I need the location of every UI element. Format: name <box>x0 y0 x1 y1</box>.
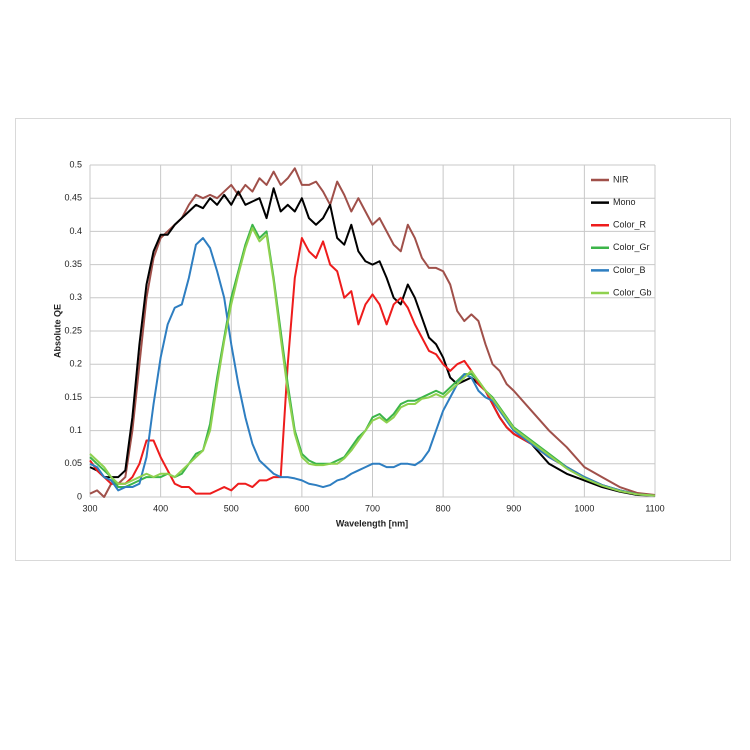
y-tick-label: 0.15 <box>64 392 82 402</box>
y-tick-label: 0.35 <box>64 259 82 269</box>
x-tick-label: 400 <box>153 503 168 513</box>
legend-label: Color_B <box>613 265 646 275</box>
x-tick-label: 1000 <box>574 503 594 513</box>
x-tick-label: 600 <box>294 503 309 513</box>
legend-label: Color_Gr <box>613 242 650 252</box>
y-tick-label: 0.25 <box>64 325 82 335</box>
x-tick-label: 300 <box>82 503 97 513</box>
series-line <box>89 237 656 497</box>
legend-label: Color_R <box>613 220 647 230</box>
y-tick-label: 0 <box>77 491 82 501</box>
x-tick-label: 900 <box>506 503 521 513</box>
legend-label: Mono <box>613 197 636 207</box>
legend-label: NIR <box>613 174 629 184</box>
y-tick-label: 0.1 <box>69 425 82 435</box>
x-tick-label: 700 <box>365 503 380 513</box>
y-tick-label: 0.2 <box>69 359 82 369</box>
y-tick-label: 0.4 <box>69 226 82 236</box>
x-tick-label: 800 <box>436 503 451 513</box>
y-tick-label: 0.45 <box>64 193 82 203</box>
legend-label: Color_Gb <box>613 287 652 297</box>
x-tick-label: 1100 <box>645 503 664 513</box>
series-line <box>89 227 656 497</box>
y-tick-label: 0.05 <box>64 458 82 468</box>
x-axis-title: Wavelength [nm] <box>336 518 408 528</box>
y-axis-title: Absolute QE <box>52 304 62 358</box>
x-tick-label: 500 <box>224 503 239 513</box>
y-tick-label: 0.5 <box>69 159 82 169</box>
y-tick-label: 0.3 <box>69 292 82 302</box>
